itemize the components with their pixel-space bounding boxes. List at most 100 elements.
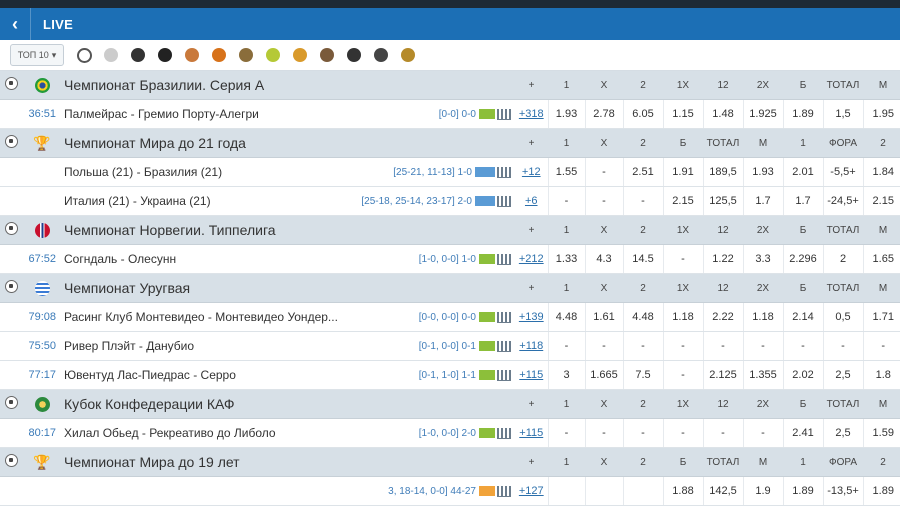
soccer-ball-icon[interactable]	[74, 45, 94, 65]
match-teams[interactable]: Расинг Клуб Монтевидео - Монтевидео Уонд…	[62, 302, 347, 332]
match-teams[interactable]	[62, 476, 347, 506]
odds-cell[interactable]: 2.296	[782, 244, 823, 274]
odds-cell[interactable]: 1.59	[862, 418, 900, 448]
odds-cell[interactable]: 2.41	[782, 418, 823, 448]
odds-cell[interactable]: 1.18	[662, 302, 703, 332]
odds-cell[interactable]: 2.78	[584, 99, 623, 129]
odds-cell[interactable]: 1.89	[782, 99, 823, 129]
odds-cell[interactable]: 1.7	[782, 186, 823, 216]
odds-cell[interactable]: 1.18	[742, 302, 783, 332]
odds-cell[interactable]: 1.55	[547, 157, 585, 187]
live-stats-icon[interactable]	[479, 370, 495, 381]
bar-chart-icon[interactable]	[497, 485, 511, 497]
odds-cell[interactable]: 0,5	[822, 302, 863, 332]
odds-cell[interactable]: 1.89	[862, 476, 900, 506]
live-stats-icon[interactable]	[479, 312, 495, 323]
more-markets-link[interactable]: +115	[515, 360, 548, 390]
live-stats-icon[interactable]	[475, 167, 495, 178]
match-teams[interactable]: Польша (21) - Бразилия (21)	[62, 157, 347, 187]
match-teams[interactable]: Согндаль - Олесунн	[62, 244, 347, 274]
chevron-left-icon[interactable]: ‹	[0, 8, 31, 40]
odds-cell[interactable]: 2.01	[782, 157, 823, 187]
bar-chart-icon[interactable]	[497, 108, 511, 120]
live-stats-icon[interactable]	[479, 428, 495, 439]
match-row[interactable]: 36:51 Палмейрас - Гремио Порту-Алегри [0-0…	[0, 99, 900, 129]
odds-cell[interactable]: 1,5	[822, 99, 863, 129]
bar-chart-icon[interactable]	[497, 340, 511, 352]
match-teams[interactable]: Хилал Обьед - Рекреативо до Либоло	[62, 418, 347, 448]
odds-cell[interactable]: 3	[547, 360, 585, 390]
more-markets-link[interactable]: +115	[515, 418, 548, 448]
odds-cell[interactable]: 6.05	[622, 99, 663, 129]
more-markets-link[interactable]: +318	[515, 99, 548, 129]
bar-chart-icon[interactable]	[497, 195, 511, 207]
bar-chart-icon[interactable]	[497, 166, 511, 178]
more-markets-link[interactable]: +118	[515, 331, 548, 361]
odds-cell[interactable]: 1.33	[547, 244, 585, 274]
match-teams[interactable]: Италия (21) - Украина (21)	[62, 186, 347, 216]
odds-cell[interactable]: 142,5	[702, 476, 743, 506]
more-markets-link[interactable]: +12	[515, 157, 548, 187]
badminton-icon[interactable]	[182, 45, 202, 65]
bar-chart-icon[interactable]	[497, 311, 511, 323]
odds-cell[interactable]: 3.3	[742, 244, 783, 274]
more-markets-link[interactable]: +6	[515, 186, 548, 216]
odds-cell[interactable]: 1.93	[547, 99, 585, 129]
league-name[interactable]: Чемпионат Мира до 19 лет	[62, 447, 515, 477]
tennis-icon[interactable]	[263, 45, 283, 65]
odds-cell[interactable]: 2	[822, 244, 863, 274]
odds-cell[interactable]: 14.5	[622, 244, 663, 274]
odds-cell[interactable]: 1.91	[662, 157, 703, 187]
bar-chart-icon[interactable]	[497, 253, 511, 265]
odds-cell[interactable]: 2.51	[622, 157, 663, 187]
odds-cell[interactable]: -24,5+	[822, 186, 863, 216]
match-row[interactable]: 3, 18-14, 0-0] 44-27 +127 1.88 142,5 1.9 1.89…	[0, 476, 900, 506]
live-stats-icon[interactable]	[479, 254, 495, 265]
more-markets-link[interactable]: +212	[515, 244, 548, 274]
live-stats-icon[interactable]	[479, 486, 495, 497]
match-row[interactable]: 80:17 Хилал Обьед - Рекреативо до Либоло […	[0, 418, 900, 448]
odds-cell[interactable]: 1.65	[862, 244, 900, 274]
league-name[interactable]: Чемпионат Уругвая	[62, 273, 515, 303]
more-markets-link[interactable]: +127	[515, 476, 548, 506]
odds-cell[interactable]: 1.8	[862, 360, 900, 390]
odds-cell[interactable]: 1.93	[742, 157, 783, 187]
bar-chart-icon[interactable]	[497, 369, 511, 381]
odds-cell[interactable]: 1.84	[862, 157, 900, 187]
match-row[interactable]: 67:52 Согндаль - Олесунн [1-0, 0-0] 1-0 +21…	[0, 244, 900, 274]
hockey-icon[interactable]	[128, 45, 148, 65]
darts-icon[interactable]	[398, 45, 418, 65]
odds-cell[interactable]: 2.125	[702, 360, 743, 390]
odds-cell[interactable]: 1.89	[782, 476, 823, 506]
odds-cell[interactable]: 2.22	[702, 302, 743, 332]
odds-cell[interactable]: 1.9	[742, 476, 783, 506]
odds-cell[interactable]: 1.925	[742, 99, 783, 129]
match-teams[interactable]: Палмейрас - Гремио Порту-Алегри	[62, 99, 347, 129]
volleyball-icon[interactable]	[101, 45, 121, 65]
league-name[interactable]: Чемпионат Мира до 21 года	[62, 128, 515, 158]
odds-cell[interactable]: 2.14	[782, 302, 823, 332]
odds-cell[interactable]: 1.61	[584, 302, 623, 332]
odds-cell[interactable]: 4.48	[622, 302, 663, 332]
snooker-icon[interactable]	[155, 45, 175, 65]
esports-icon[interactable]	[236, 45, 256, 65]
odds-cell[interactable]: 189,5	[702, 157, 743, 187]
live-stats-icon[interactable]	[479, 341, 495, 352]
live-stats-icon[interactable]	[479, 109, 495, 120]
odds-cell[interactable]: 1.95	[862, 99, 900, 129]
basketball-icon[interactable]	[209, 45, 229, 65]
odds-cell[interactable]: -5,5+	[822, 157, 863, 187]
odds-cell[interactable]: 1.15	[662, 99, 703, 129]
odds-cell[interactable]: -13,5+	[822, 476, 863, 506]
cycling-icon[interactable]	[344, 45, 364, 65]
odds-cell[interactable]: 2.02	[782, 360, 823, 390]
table-tennis-icon[interactable]	[290, 45, 310, 65]
odds-cell[interactable]: 1.355	[742, 360, 783, 390]
match-row[interactable]: Польша (21) - Бразилия (21) [25-21, 11-13…	[0, 157, 900, 187]
hockey-sticks-icon[interactable]	[317, 45, 337, 65]
top10-dropdown[interactable]: ТОП 10 ▾	[10, 44, 64, 66]
odds-cell[interactable]: 1.7	[742, 186, 783, 216]
odds-cell[interactable]: 1.22	[702, 244, 743, 274]
league-name[interactable]: Чемпионат Бразилии. Серия А	[62, 71, 515, 100]
match-teams[interactable]: Ювентуд Лас-Пиедрас - Серро	[62, 360, 347, 390]
